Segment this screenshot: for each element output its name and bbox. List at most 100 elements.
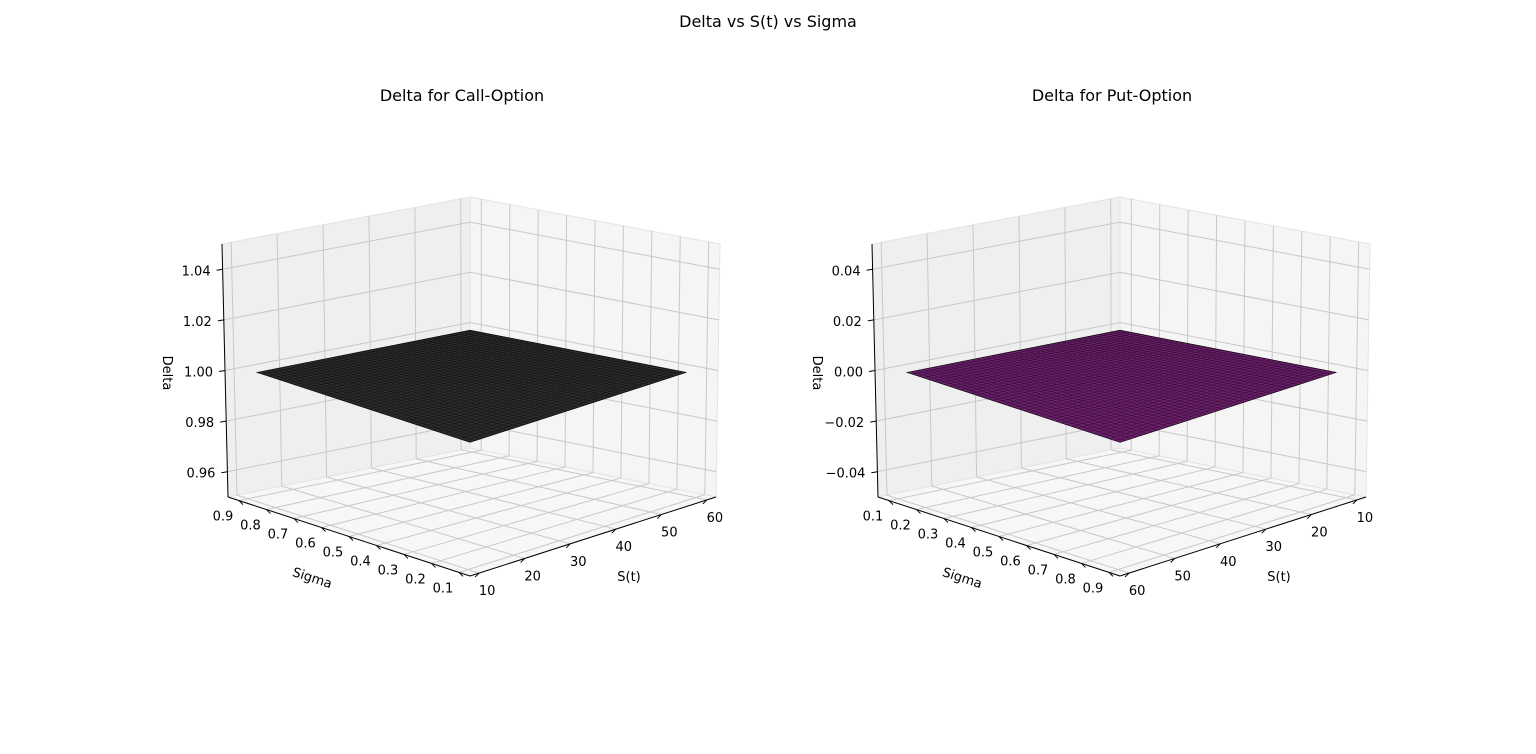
surface-face xyxy=(905,329,1337,443)
mesh-line xyxy=(272,333,487,378)
floor-grid-y xyxy=(403,483,650,555)
mesh-line xyxy=(912,330,1126,375)
mesh-line xyxy=(965,341,1180,392)
x-tick-label: 50 xyxy=(661,526,678,541)
y-tick-label: 0.2 xyxy=(405,572,426,587)
x-axis-label: S(t) xyxy=(1267,570,1291,585)
y-tick xyxy=(348,536,354,541)
mesh-line xyxy=(986,345,1202,399)
mesh-line xyxy=(326,343,541,396)
mesh-line xyxy=(267,332,481,377)
mesh-line xyxy=(1098,334,1315,380)
z-tick-label: −0.04 xyxy=(826,467,866,482)
mesh-line xyxy=(1077,338,1294,387)
y-tick xyxy=(971,527,976,532)
mesh-line xyxy=(976,343,1191,396)
x-tick-label: 60 xyxy=(1129,584,1146,599)
y-tick xyxy=(266,509,271,514)
x-tick-label: 30 xyxy=(570,555,587,570)
floor-grid-y xyxy=(1026,477,1272,546)
x-tick-label: 40 xyxy=(616,540,633,555)
chart-title: Delta for Call-Option xyxy=(380,86,544,105)
x-tick-label: 30 xyxy=(1266,540,1283,555)
y-tick xyxy=(1026,545,1031,550)
floor-grid-y xyxy=(888,449,1132,502)
y-tick xyxy=(916,509,921,514)
mesh-line xyxy=(949,338,1164,387)
mesh-line xyxy=(917,332,1131,377)
y-tick-label: 0.1 xyxy=(863,510,884,525)
y-axis-label: Sigma xyxy=(290,565,333,592)
mesh-line xyxy=(1061,341,1278,392)
mesh-line xyxy=(992,346,1207,401)
tick-marks xyxy=(216,268,708,578)
mesh-line xyxy=(336,345,552,399)
mesh-line xyxy=(1024,348,1240,405)
x-tick xyxy=(656,514,662,519)
y-tick-label: 0.3 xyxy=(918,528,939,543)
x-axis-line xyxy=(469,496,717,577)
mesh-line xyxy=(390,345,606,399)
mesh-line xyxy=(970,342,1186,394)
z-tick xyxy=(871,471,878,474)
z-axis-label: Delta xyxy=(809,356,824,391)
y-tick xyxy=(888,500,894,505)
x-tick xyxy=(702,499,708,505)
x-tick xyxy=(1124,572,1130,578)
y-tick-label: 0.6 xyxy=(1000,554,1021,569)
mesh-line xyxy=(1088,336,1305,384)
back-grid-z xyxy=(874,321,1369,371)
back-grid-z xyxy=(223,271,719,321)
x-tick xyxy=(611,528,617,534)
mesh-line xyxy=(944,337,1158,385)
floor-grid-y xyxy=(1108,494,1355,573)
x-tick xyxy=(1261,528,1267,534)
x-axis-line xyxy=(1119,496,1367,577)
mesh-line xyxy=(352,348,568,405)
z-tick xyxy=(216,268,223,271)
mesh-line xyxy=(347,347,563,403)
z-tick-label: 1.04 xyxy=(182,264,211,279)
mesh-line xyxy=(395,344,611,398)
mesh-line xyxy=(299,338,514,387)
z-tick-label: −0.02 xyxy=(824,416,864,431)
y-tick-label: 0.4 xyxy=(945,537,966,552)
mesh-line xyxy=(422,339,638,389)
mesh-line xyxy=(262,330,476,375)
mesh-line xyxy=(443,335,660,382)
mesh-line xyxy=(342,346,557,401)
mesh-line xyxy=(1034,346,1250,401)
back-grid-z xyxy=(224,321,719,371)
x-tick-label: 10 xyxy=(479,584,496,599)
floor-grid-y xyxy=(238,449,482,502)
y-tick-label: 0.3 xyxy=(378,563,399,578)
y-tick xyxy=(943,518,949,523)
tick-labels: 10 20 30 40 50 60 0.1 0.2 0.3 0.4 0.5 0.6 0.7 0.8 0.9 −… xyxy=(824,264,1373,599)
mesh-line xyxy=(432,337,649,385)
tick-marks xyxy=(866,268,1358,578)
floor-grid-y xyxy=(431,488,678,564)
y-tick xyxy=(1081,563,1086,568)
mesh-line xyxy=(1029,347,1245,403)
mesh-line xyxy=(1072,339,1288,389)
figure-suptitle: Delta vs S(t) vs Sigma xyxy=(679,12,857,31)
z-tick xyxy=(866,268,873,271)
y-tick-label: 0.1 xyxy=(433,581,454,596)
floor-grid-y xyxy=(348,472,594,537)
mesh-line xyxy=(928,334,1142,380)
floor-grid-y xyxy=(916,455,1160,511)
floor-grid-y xyxy=(321,466,566,529)
mesh-line xyxy=(453,333,671,378)
z-tick-label: 0.00 xyxy=(834,366,863,381)
y-tick-label: 0.6 xyxy=(295,537,316,552)
z-axis-label: Delta xyxy=(159,356,174,391)
mesh-line xyxy=(374,348,590,405)
mesh-line xyxy=(358,349,573,406)
x-tick-label: 10 xyxy=(1357,511,1374,526)
x-tick-label: 20 xyxy=(524,569,541,584)
y-tick xyxy=(376,545,381,550)
mesh-line xyxy=(1109,332,1326,377)
mesh-line xyxy=(464,330,682,375)
x-tick-label: 40 xyxy=(1220,555,1237,570)
x-tick xyxy=(520,558,526,563)
